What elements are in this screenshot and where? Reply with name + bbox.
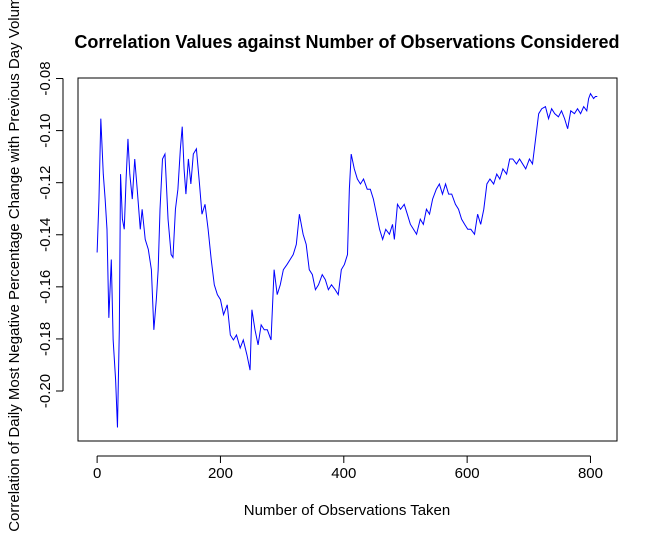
y-axis-label: Correlation of Daily Most Negative Perce… xyxy=(6,0,23,532)
y-tick-label: -0.18 xyxy=(37,322,54,356)
x-tick-label: 400 xyxy=(331,465,356,482)
x-tick-label: 200 xyxy=(208,465,233,482)
y-tick-label: -0.14 xyxy=(37,218,54,252)
y-tick-label: -0.12 xyxy=(37,166,54,200)
y-tick-label: -0.10 xyxy=(37,113,54,147)
chart-title: Correlation Values against Number of Obs… xyxy=(74,32,619,52)
x-axis-label: Number of Observations Taken xyxy=(244,502,451,519)
y-tick-label: -0.16 xyxy=(37,270,54,304)
data-line xyxy=(96,92,598,428)
y-tick-label: -0.08 xyxy=(37,61,54,95)
plot-frame xyxy=(77,77,618,442)
x-tick-label: 800 xyxy=(578,465,603,482)
x-tick-label: 0 xyxy=(93,465,101,482)
x-tick-label: 600 xyxy=(455,465,480,482)
y-tick-label: -0.20 xyxy=(37,374,54,408)
